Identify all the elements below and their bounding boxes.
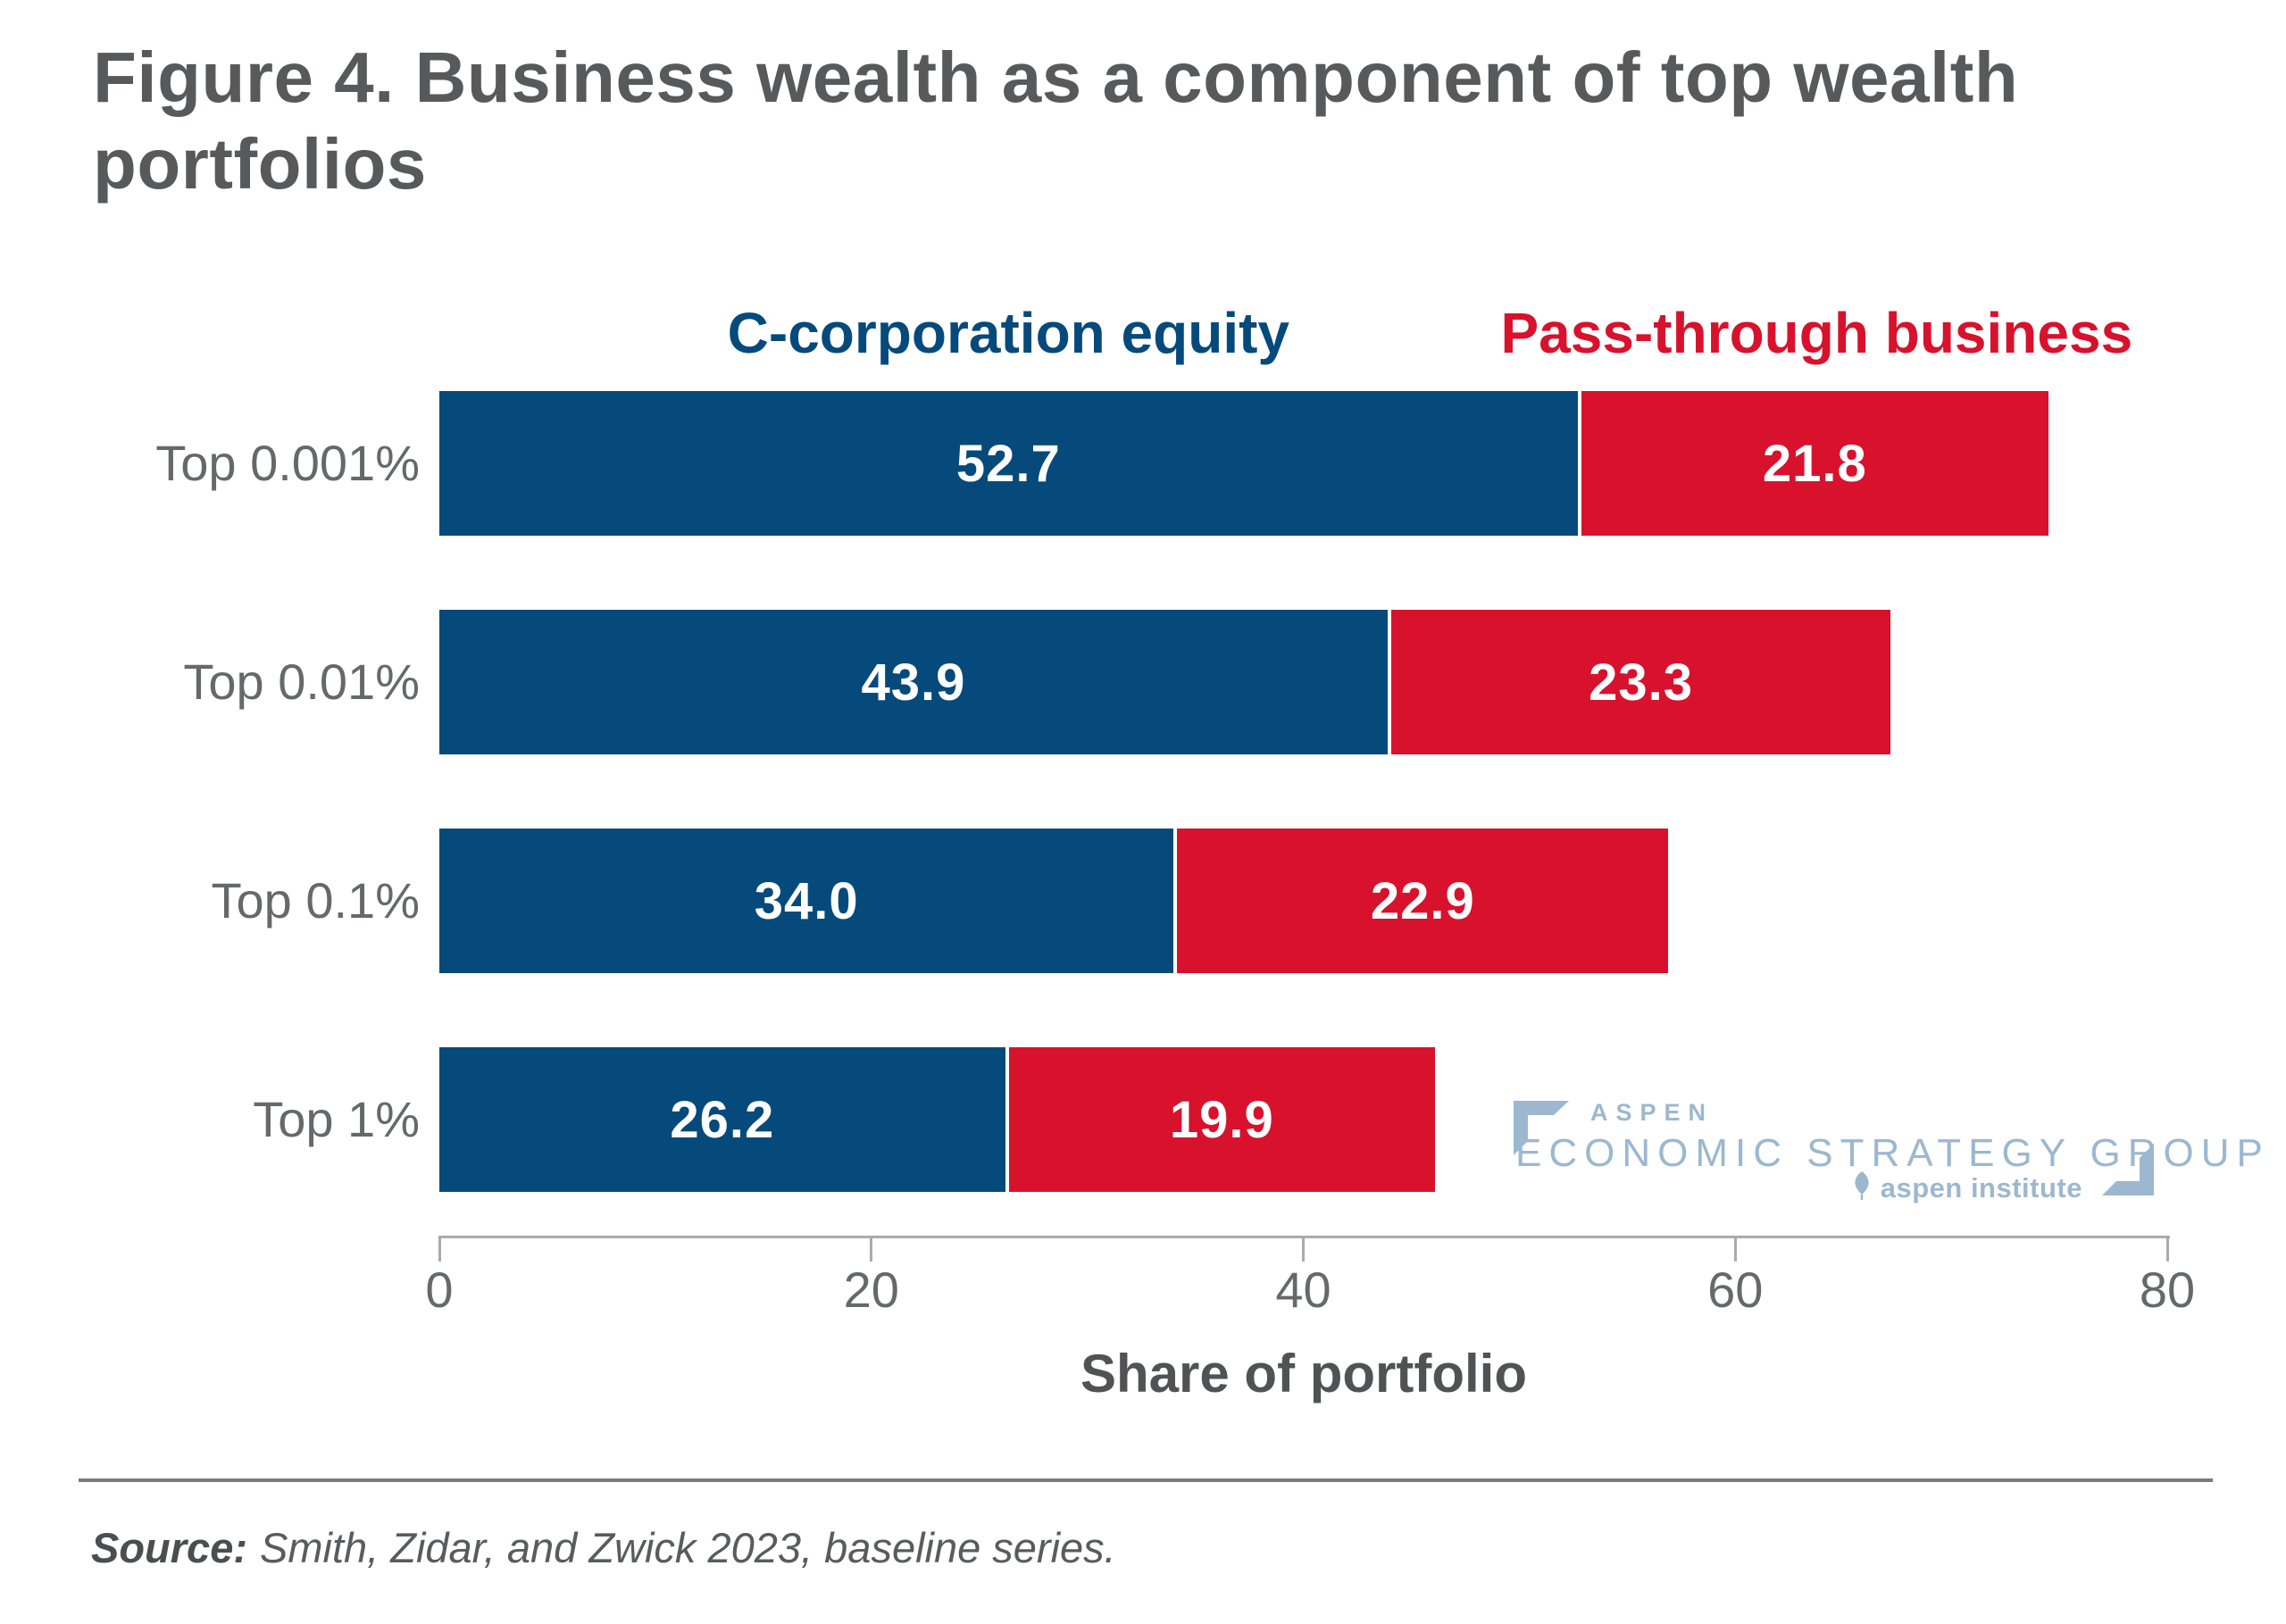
x-axis-tick-label: 40 [1275, 1262, 1331, 1318]
x-axis-tick-label: 60 [1707, 1262, 1764, 1318]
legend-label-c-corporation-equity: C-corporation equity [727, 301, 1289, 365]
x-axis-line [439, 1236, 2170, 1238]
logo-aspen-text: ASPEN [1590, 1099, 1714, 1126]
bar-value-label: 34.0 [754, 871, 859, 930]
x-axis-title: Share of portfolio [1080, 1344, 1527, 1403]
bar-value-label: 21.8 [1762, 434, 1867, 493]
category-label: Top 0.01% [183, 654, 420, 710]
x-axis-tick [1302, 1236, 1305, 1262]
bar-segment-c-corp: 26.2 [439, 1047, 1005, 1192]
x-axis-tick [870, 1236, 873, 1262]
x-axis-tick [1733, 1236, 1737, 1262]
x-axis-tick-label: 20 [843, 1262, 899, 1318]
category-label: Top 0.1% [211, 872, 421, 929]
source-text: Smith, Zidar, and Zwick 2023, baseline s… [260, 1524, 1116, 1571]
bar-value-label: 43.9 [861, 653, 966, 712]
bar-segment-pass-through: 22.9 [1177, 829, 1669, 973]
logo-corner-bracket-left-icon [1514, 1101, 1569, 1160]
bar-value-label: 52.7 [955, 434, 1061, 493]
source-note: Source: Smith, Zidar, and Zwick 2023, bas… [91, 1523, 1116, 1572]
aspen-economic-strategy-group-logo: ASPEN ECONOMIC STRATEGY GROUP aspen inst… [1514, 1099, 2263, 1203]
category-label: Top 0.001% [155, 435, 420, 491]
bar-value-label: 26.2 [670, 1090, 775, 1149]
bar-segment-c-corp: 34.0 [439, 829, 1174, 973]
bar-segment-pass-through: 19.9 [1008, 1047, 1436, 1192]
logo-corner-bracket-right-icon [2102, 1144, 2154, 1200]
bar-segment-pass-through: 21.8 [1581, 391, 2048, 536]
logo-economic-strategy-group-text: ECONOMIC STRATEGY GROUP [1515, 1131, 2270, 1175]
x-axis-tick-label: 0 [425, 1262, 454, 1318]
bar-value-label: 19.9 [1169, 1090, 1274, 1149]
bar-segment-c-corp: 52.7 [439, 391, 1578, 536]
bar-value-label: 23.3 [1589, 653, 1694, 712]
aspen-leaf-icon [1850, 1170, 1873, 1205]
logo-aspen-institute-text: aspen institute [1880, 1171, 2082, 1203]
logo-aspen-institute-row: aspen institute [1850, 1170, 2082, 1205]
footer-divider-line [79, 1478, 2213, 1482]
legend-label-pass-through-business: Pass-through business [1500, 301, 2133, 365]
bar-value-label: 22.9 [1370, 871, 1475, 930]
x-axis-tick-label: 80 [2139, 1262, 2196, 1318]
category-label: Top 1% [253, 1091, 420, 1147]
source-label: Source: [91, 1524, 247, 1571]
bar-segment-pass-through: 23.3 [1390, 610, 1891, 754]
x-axis-tick [2165, 1236, 2169, 1262]
figure-title: Figure 4. Business wealth as a component… [93, 37, 2019, 204]
bar-segment-c-corp: 43.9 [439, 610, 1388, 754]
x-axis-tick [438, 1236, 441, 1262]
